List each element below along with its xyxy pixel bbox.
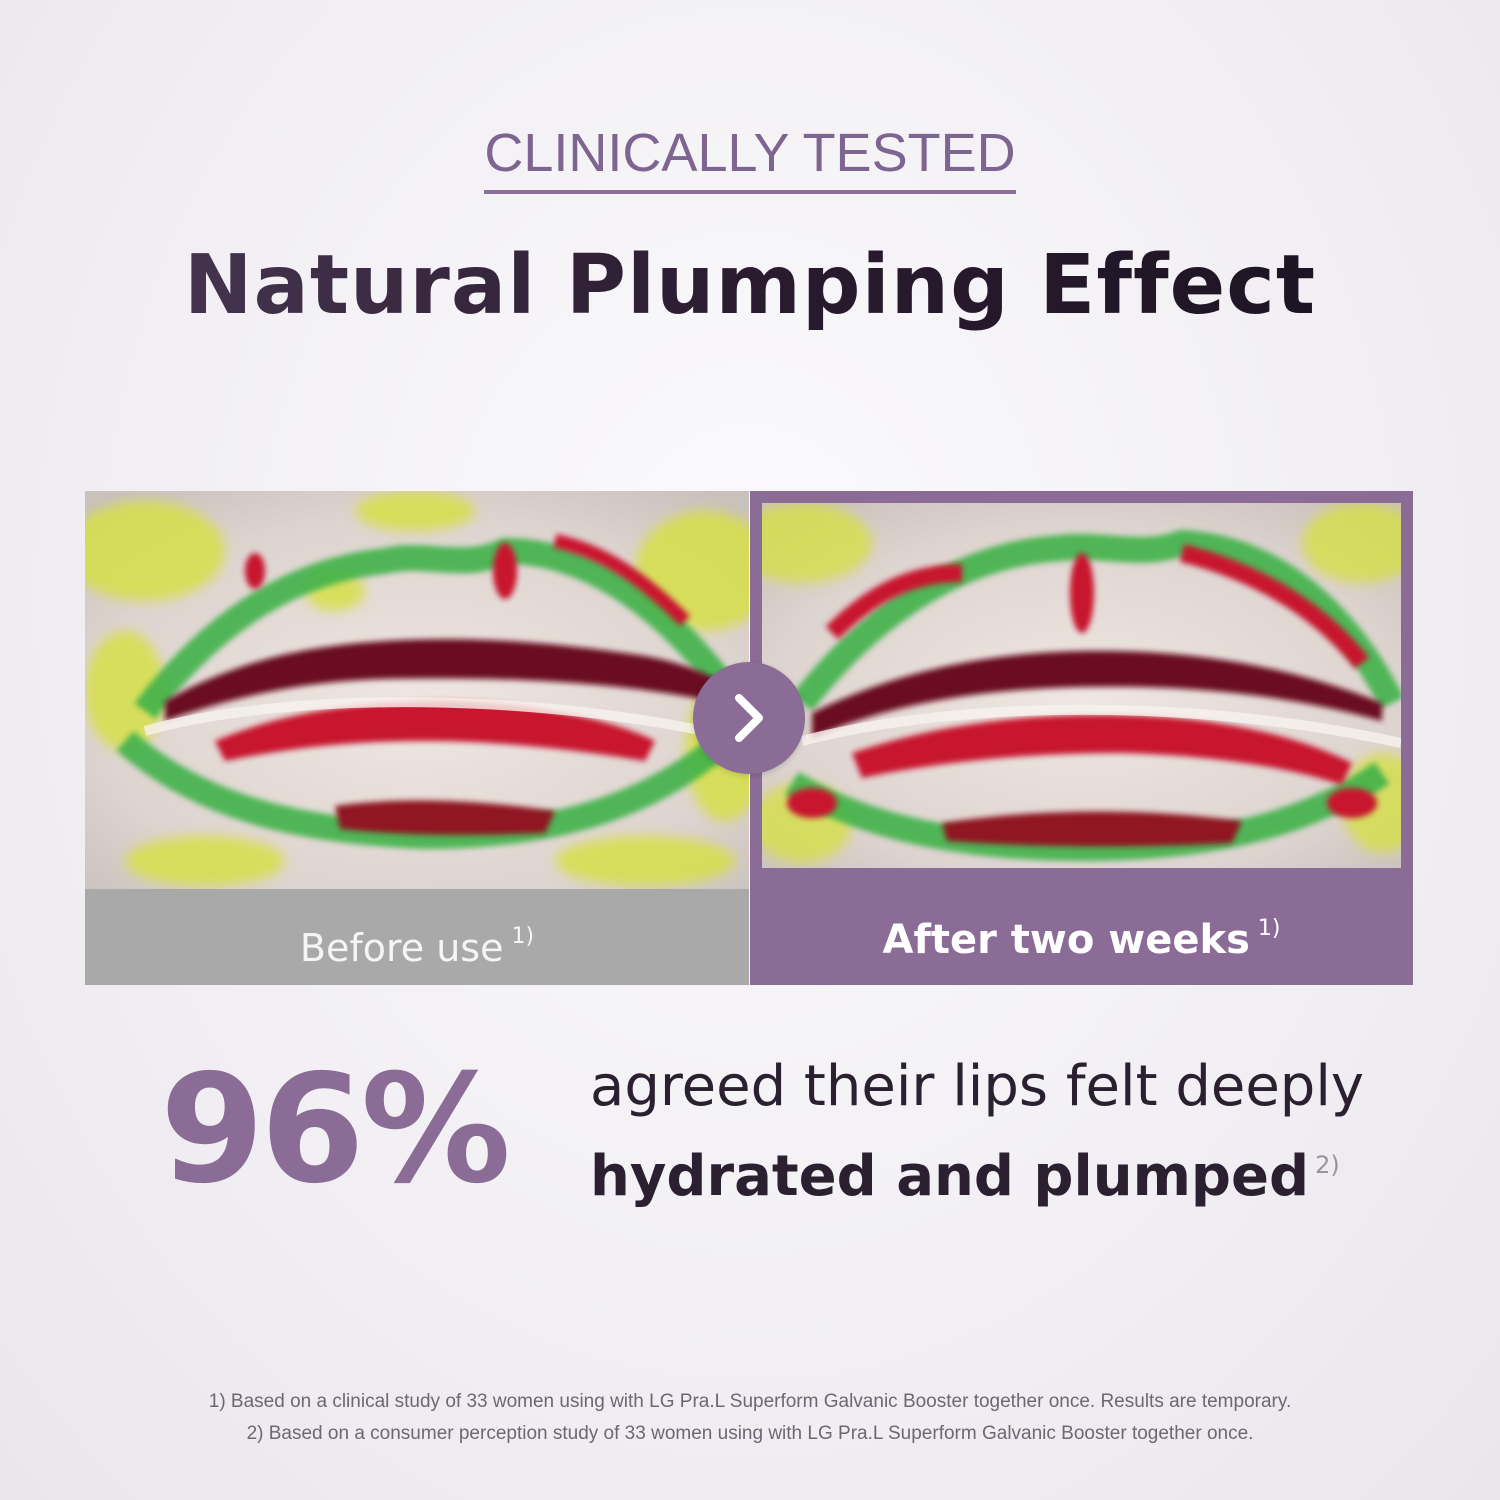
- footnotes: 1) Based on a clinical study of 33 women…: [0, 1386, 1500, 1450]
- stat-percentage: 96%: [160, 1043, 511, 1217]
- after-label-text: After two weeks: [882, 917, 1250, 963]
- stat-line-1: agreed their lips felt deeply: [590, 1054, 1365, 1119]
- before-label-text: Before use: [299, 926, 504, 970]
- eyebrow-text: CLINICALLY TESTED: [484, 120, 1016, 194]
- before-footnote-marker: 1): [511, 924, 535, 949]
- stat-line-2: hydrated and plumped: [590, 1144, 1310, 1209]
- stat-footnote-marker: 2): [1315, 1151, 1340, 1179]
- footnote-1: 1) Based on a clinical study of 33 women…: [208, 1391, 1292, 1412]
- before-heatmap-image: [85, 491, 749, 889]
- after-footnote-marker: 1): [1257, 916, 1281, 941]
- after-label: After two weeks 1): [750, 881, 1413, 977]
- stat-description: agreed their lips felt deeply hydrated a…: [590, 1048, 1450, 1216]
- chevron-right-icon: [693, 662, 805, 774]
- page-title: Natural Plumping Effect: [0, 238, 1500, 333]
- after-heatmap-image: [762, 503, 1401, 868]
- after-panel: After two weeks 1): [750, 491, 1413, 985]
- before-label: Before use 1): [85, 889, 749, 985]
- footnote-2: 2) Based on a consumer perception study …: [246, 1423, 1254, 1444]
- eyebrow-label: CLINICALLY TESTED: [0, 120, 1500, 194]
